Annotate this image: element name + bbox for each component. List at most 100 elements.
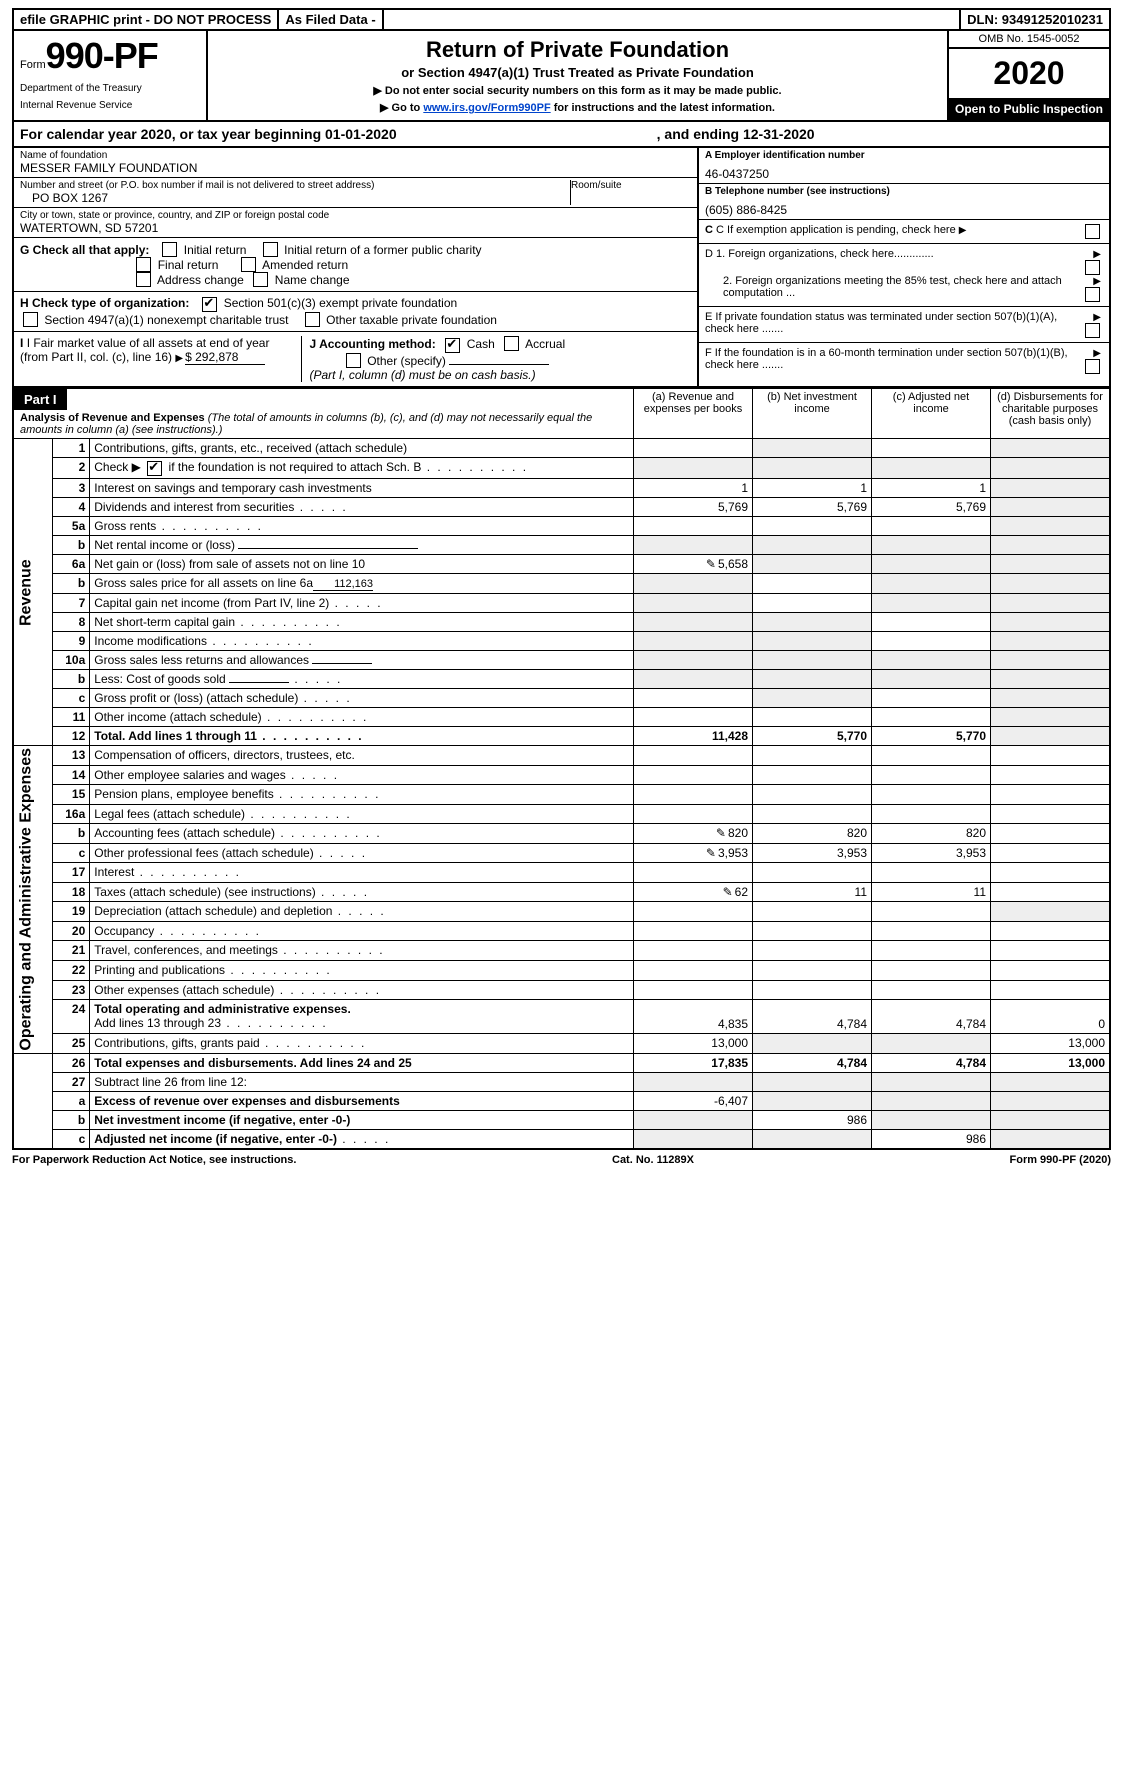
col-d-header: (d) Disbursements for charitable purpose… <box>991 389 1111 439</box>
col-a-header: (a) Revenue and expenses per books <box>634 389 753 439</box>
addr-value: PO BOX 1267 <box>20 191 570 205</box>
n: a <box>53 1091 90 1110</box>
attachment-icon[interactable]: ✎ <box>706 557 716 571</box>
row-13: Operating and Administrative Expenses 13… <box>13 746 1110 766</box>
tax-year: 2020 <box>949 49 1109 98</box>
a: 4,835 <box>634 1000 753 1034</box>
info-block: Name of foundation MESSER FAMILY FOUNDAT… <box>12 148 1111 388</box>
a-label: A Employer identification number <box>705 150 865 161</box>
info-right: A Employer identification number 46-0437… <box>697 148 1109 386</box>
n: 9 <box>53 632 90 651</box>
n: b <box>53 670 90 689</box>
n: 8 <box>53 613 90 632</box>
b: 986 <box>753 1110 872 1129</box>
desc: Gross rents <box>90 517 634 536</box>
b: 4,784 <box>753 1000 872 1034</box>
chk-name-change[interactable] <box>253 272 268 287</box>
j-other-line <box>449 364 549 365</box>
chk-other-taxable[interactable] <box>305 312 320 327</box>
post: if the foundation is not required to att… <box>165 460 421 474</box>
row-5b: b Net rental income or (loss) <box>13 536 1110 555</box>
desc: Printing and publications <box>90 961 634 981</box>
top-bar: efile GRAPHIC print - DO NOT PROCESS As … <box>12 8 1111 31</box>
j-cash: Cash <box>467 337 495 351</box>
n: b <box>53 1110 90 1129</box>
row-16b: b Accounting fees (attach schedule) ✎820… <box>13 824 1110 844</box>
row-7: 7 Capital gain net income (from Part IV,… <box>13 594 1110 613</box>
desc: Gross profit or (loss) (attach schedule) <box>90 689 634 708</box>
footer-mid: Cat. No. 11289X <box>612 1154 694 1166</box>
chk-accrual[interactable] <box>504 336 519 351</box>
foundation-name: MESSER FAMILY FOUNDATION <box>20 161 691 175</box>
row-12: 12 Total. Add lines 1 through 11 11,428 … <box>13 727 1110 746</box>
address-cell: Number and street (or P.O. box number if… <box>20 180 571 205</box>
chk-d2[interactable] <box>1085 287 1100 302</box>
desc: Compensation of officers, directors, tru… <box>90 746 634 766</box>
chk-initial-public[interactable] <box>263 242 278 257</box>
j-label: J Accounting method: <box>310 337 436 351</box>
chk-amended[interactable] <box>241 257 256 272</box>
form-title: Return of Private Foundation <box>214 37 941 63</box>
desc: Interest on savings and temporary cash i… <box>90 479 634 498</box>
inline-amt: 112,163 <box>313 578 373 591</box>
chk-d1[interactable] <box>1085 260 1100 275</box>
n: 25 <box>53 1034 90 1054</box>
row-5a: 5a Gross rents <box>13 517 1110 536</box>
row-27: 27 Subtract line 26 from line 12: <box>13 1072 1110 1091</box>
section-j: J Accounting method: Cash Accrual Other … <box>301 336 692 382</box>
chk-address-change[interactable] <box>136 272 151 287</box>
chk-cash[interactable] <box>445 338 460 353</box>
calendar-begin: For calendar year 2020, or tax year begi… <box>20 126 397 142</box>
i-value: $ 292,878 <box>185 350 265 365</box>
arrow-icon <box>959 224 969 236</box>
row-25: 25 Contributions, gifts, grants paid 13,… <box>13 1034 1110 1054</box>
address-row: Number and street (or P.O. box number if… <box>14 178 697 208</box>
d: 13,000 <box>991 1053 1111 1072</box>
part1-title: Analysis of Revenue and Expenses <box>20 412 205 424</box>
chk-c[interactable] <box>1085 224 1100 239</box>
attachment-icon[interactable]: ✎ <box>723 885 733 899</box>
chk-f[interactable] <box>1085 359 1100 374</box>
n: 1 <box>53 439 90 458</box>
row-26: 26 Total expenses and disbursements. Add… <box>13 1053 1110 1072</box>
arrow-icon <box>175 350 185 364</box>
warn2: ▶ Go to www.irs.gov/Form990PF for instru… <box>214 101 941 114</box>
t: Net investment income (if negative, ente… <box>94 1113 350 1127</box>
row-19: 19 Depreciation (attach schedule) and de… <box>13 902 1110 922</box>
chk-initial-return[interactable] <box>162 242 177 257</box>
chk-4947a1[interactable] <box>23 312 38 327</box>
chk-schb[interactable] <box>147 461 162 476</box>
room-label: Room/suite <box>571 180 691 191</box>
desc: Travel, conferences, and meetings <box>90 941 634 961</box>
row-18: 18 Taxes (attach schedule) (see instruct… <box>13 882 1110 902</box>
b: 5,770 <box>753 727 872 746</box>
row-15: 15 Pension plans, employee benefits <box>13 785 1110 805</box>
irs-link[interactable]: www.irs.gov/Form990PF <box>423 102 550 114</box>
info-left: Name of foundation MESSER FAMILY FOUNDAT… <box>14 148 697 386</box>
arrow-icon <box>1093 347 1103 359</box>
val: 820 <box>728 826 748 840</box>
n: 18 <box>53 882 90 902</box>
chk-other-method[interactable] <box>346 353 361 368</box>
a: ✎5,658 <box>634 555 753 574</box>
row-21: 21 Travel, conferences, and meetings <box>13 941 1110 961</box>
form-prefix: Form <box>20 59 46 71</box>
form-990pf-page: efile GRAPHIC print - DO NOT PROCESS As … <box>0 0 1123 1186</box>
desc: Pension plans, employee benefits <box>90 785 634 805</box>
attachment-icon[interactable]: ✎ <box>716 826 726 840</box>
b: 4,784 <box>753 1053 872 1072</box>
attachment-icon[interactable]: ✎ <box>706 846 716 860</box>
chk-final-return[interactable] <box>136 257 151 272</box>
open-to-public: Open to Public Inspection <box>949 98 1109 120</box>
chk-e[interactable] <box>1085 323 1100 338</box>
warn2-post: for instructions and the latest informat… <box>551 102 775 114</box>
desc: Contributions, gifts, grants, etc., rece… <box>90 439 634 458</box>
footer-left: For Paperwork Reduction Act Notice, see … <box>12 1154 296 1166</box>
desc: Interest <box>90 863 634 883</box>
n: 3 <box>53 479 90 498</box>
b: 5,769 <box>753 498 872 517</box>
chk-501c3[interactable] <box>202 297 217 312</box>
t: Gross sales price for all assets on line… <box>94 576 313 590</box>
j-accrual: Accrual <box>525 337 565 351</box>
f-label: F If the foundation is in a 60-month ter… <box>705 347 1075 374</box>
